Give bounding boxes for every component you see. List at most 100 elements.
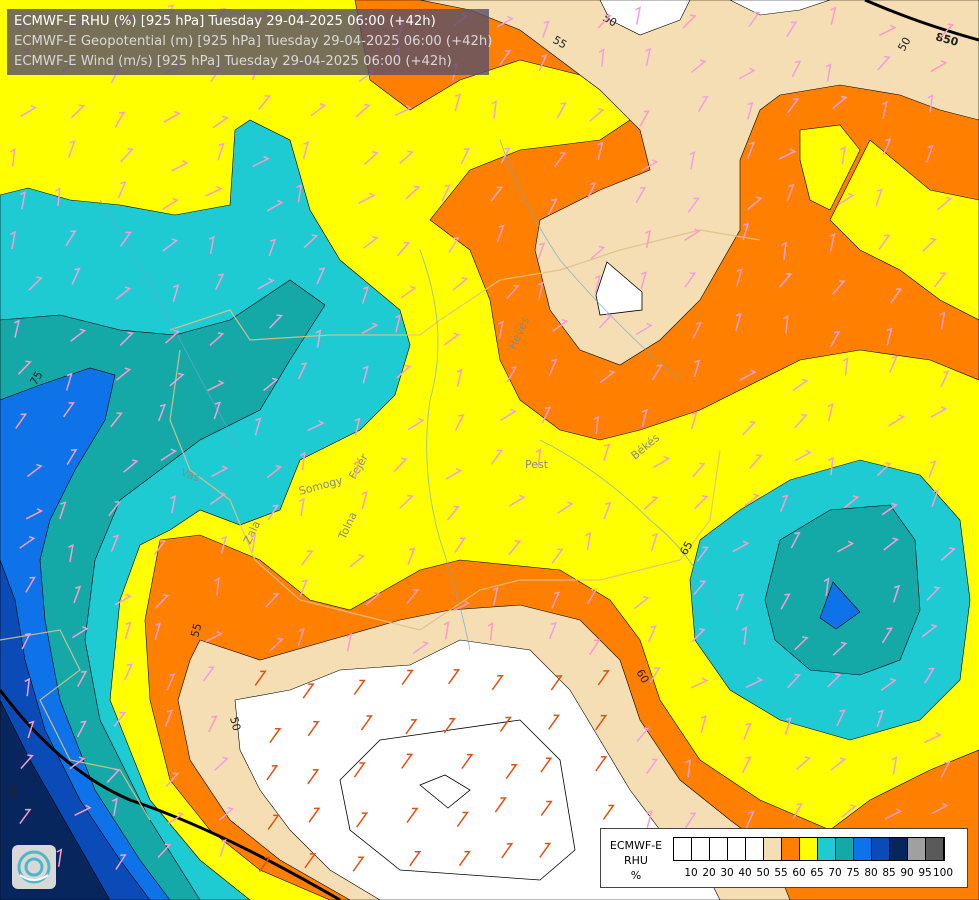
wind-barb <box>690 411 698 430</box>
wind-barb <box>205 185 223 197</box>
wind-barb <box>778 273 793 288</box>
wind-barb <box>214 576 220 596</box>
wind-barb <box>499 716 512 732</box>
rh-below-50-core <box>595 261 643 316</box>
contour-label: 55 <box>188 622 204 639</box>
wind-barb <box>303 234 319 249</box>
wind-barb <box>362 235 379 249</box>
wind-barb <box>501 843 514 859</box>
legend-swatch <box>872 838 890 860</box>
wind-barb <box>165 772 180 787</box>
wind-barb <box>77 670 88 688</box>
wind-barb <box>921 624 938 638</box>
wind-barb <box>220 535 228 554</box>
wind-barb <box>747 196 763 211</box>
wind-barb <box>551 548 564 564</box>
wind-barb <box>112 797 118 816</box>
wind-barb <box>552 318 569 332</box>
legend-swatch <box>746 838 764 860</box>
wind-barb <box>547 198 558 216</box>
wind-barb <box>732 540 750 553</box>
wind-barb <box>114 111 126 128</box>
wind-barb <box>407 547 416 565</box>
wind-barb <box>254 417 262 436</box>
legend-unit: % <box>630 869 642 882</box>
wind-barb <box>209 332 225 347</box>
wind-barb <box>790 531 801 549</box>
wind-barb <box>399 150 414 165</box>
wind-barb <box>361 286 370 304</box>
wind-barb <box>842 357 849 376</box>
wind-barb <box>892 584 901 603</box>
legend-swatch <box>926 838 944 860</box>
wind-barb <box>19 808 32 824</box>
wind-barb <box>828 456 834 476</box>
wind-barb <box>157 843 172 859</box>
wind-barb <box>360 715 373 731</box>
wind-barb <box>254 670 267 686</box>
wind-barb <box>154 622 162 641</box>
wind-barb <box>74 804 92 816</box>
wind-barb <box>497 320 504 339</box>
wind-barb <box>205 630 223 643</box>
wind-barb <box>65 230 77 247</box>
rh-75-80-east <box>819 581 861 630</box>
wind-barb <box>114 593 132 606</box>
wind-barb <box>547 714 561 730</box>
wind-barb <box>597 14 612 29</box>
wind-barb <box>76 720 87 738</box>
wind-barb <box>155 594 170 609</box>
wind-barb <box>353 762 366 778</box>
legend-tick-label: 75 <box>846 867 860 879</box>
wind-barb <box>409 851 422 867</box>
wind-barb <box>636 322 653 335</box>
wind-barb <box>787 673 801 689</box>
wind-barb <box>20 191 27 210</box>
wind-barb <box>106 768 121 783</box>
wind-barb <box>830 6 837 25</box>
wind-barb <box>66 449 78 465</box>
wind-barb <box>636 727 650 743</box>
wind-barb <box>940 547 956 561</box>
wind-barb <box>792 378 809 392</box>
wind-barb <box>551 591 561 609</box>
wind-barb <box>396 364 412 379</box>
wind-barb <box>163 110 181 123</box>
wind-barb <box>257 277 275 290</box>
legend-tick-label: 80 <box>864 867 878 879</box>
wind-barb <box>589 108 605 122</box>
legend-swatch <box>908 838 926 860</box>
wind-barb <box>693 359 701 378</box>
wind-barb <box>315 329 322 348</box>
header-wind-title: ECMWF-E Wind (m/s) [925 hPa] Tuesday 29-… <box>14 54 452 69</box>
wind-barb <box>823 577 830 596</box>
wind-barb <box>307 420 325 432</box>
legend-swatch <box>854 838 872 860</box>
wind-barb <box>780 494 789 512</box>
header-geopotential-title: ECMWF-E Geopotential (m) [925 hPa] Tuesd… <box>14 34 493 49</box>
wind-barb <box>794 449 812 462</box>
wind-barb <box>603 501 612 520</box>
wind-barb <box>744 493 760 507</box>
wind-barb <box>349 553 366 568</box>
wind-barb <box>458 850 471 867</box>
wind-barb <box>361 322 379 335</box>
wind-barb <box>252 155 270 168</box>
wind-barb <box>506 366 518 383</box>
wind-barb <box>263 377 279 392</box>
legend-tick-label: 50 <box>756 867 770 879</box>
wind-barb <box>889 355 898 373</box>
wind-barb <box>166 673 176 691</box>
wind-barb <box>62 402 75 418</box>
legend-swatch <box>800 838 818 860</box>
wind-barb <box>169 372 185 387</box>
wind-barb <box>691 59 707 73</box>
wind-barb <box>171 160 189 172</box>
wind-barb <box>831 280 846 295</box>
wind-barb <box>214 756 230 771</box>
wind-barb <box>794 636 809 651</box>
wind-barb <box>548 358 558 376</box>
wind-barb <box>593 415 599 435</box>
wind-barb <box>641 159 659 172</box>
wind-barb <box>115 854 127 870</box>
